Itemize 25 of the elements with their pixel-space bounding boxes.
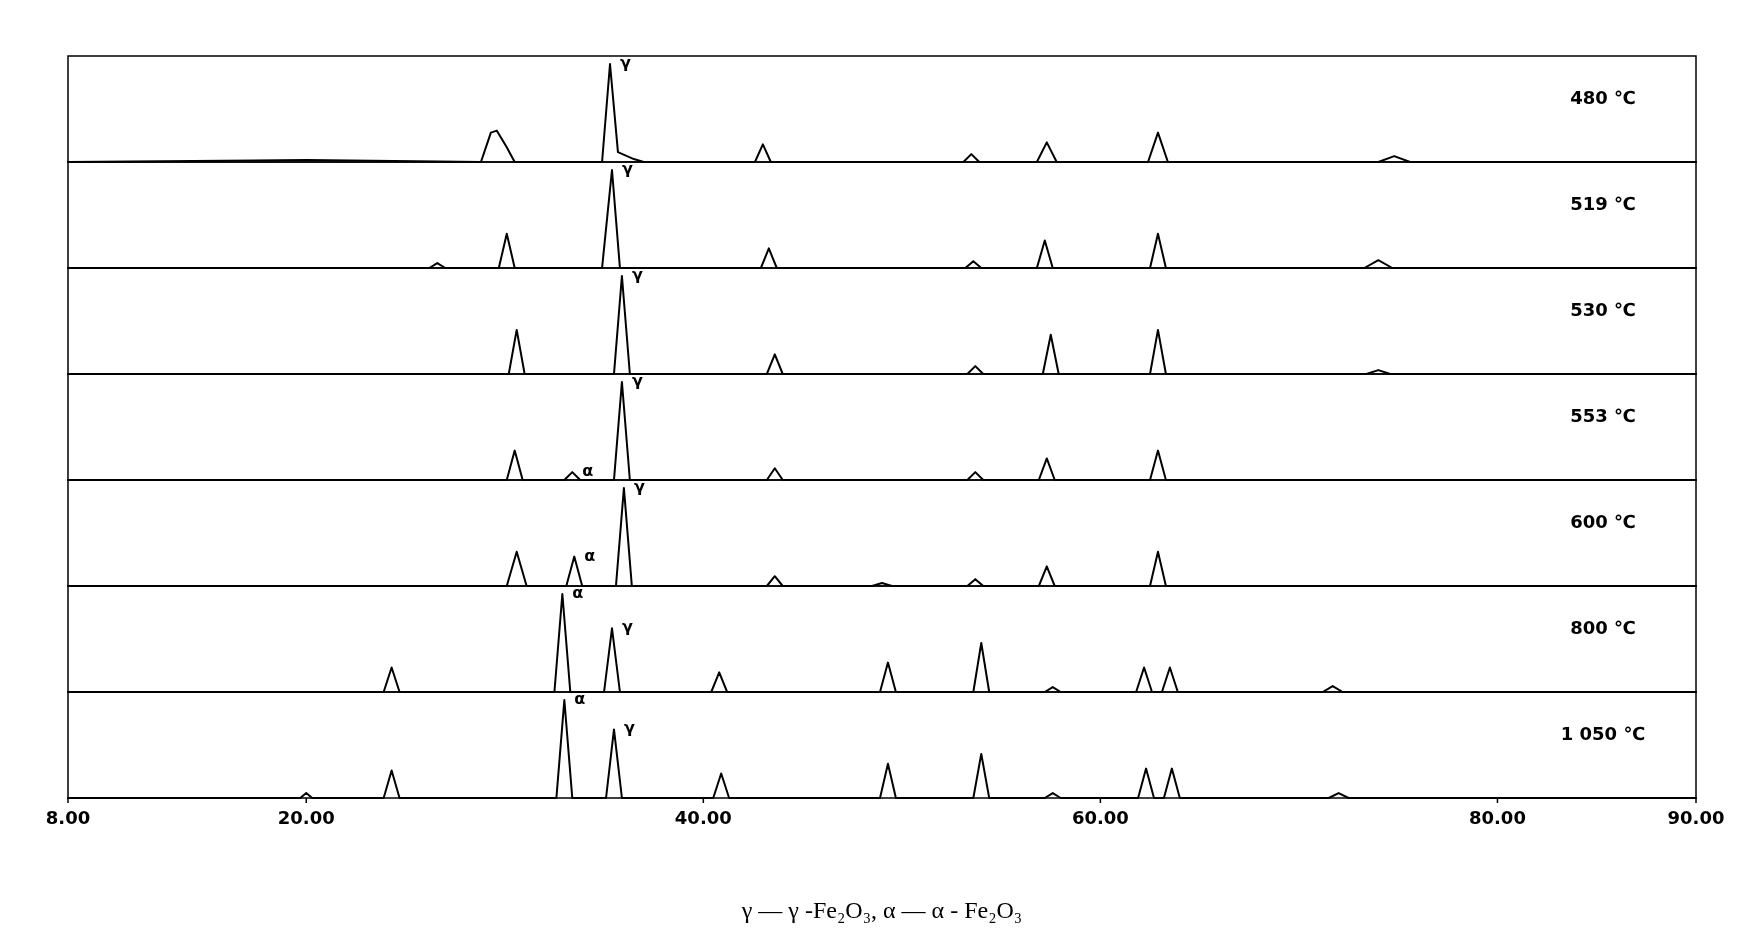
x-tick-label: 40.00 xyxy=(674,807,732,828)
annotation: 553 ℃ xyxy=(1570,404,1636,426)
annotation: 800 ℃ xyxy=(1570,616,1636,638)
annotation: γ xyxy=(623,718,635,738)
annotation: γ xyxy=(631,265,643,284)
x-tick-label: 80.00 xyxy=(1468,807,1526,828)
annotation: 530 ℃ xyxy=(1570,298,1636,320)
annotation: α xyxy=(572,583,584,602)
annotation: α xyxy=(584,545,596,565)
x-tick-label: 60.00 xyxy=(1071,807,1129,828)
text: γ — γ -Fe₂O₃, α — α - Fe₂O₃ xyxy=(740,897,1023,923)
x-tick-label: 20.00 xyxy=(277,807,335,828)
annotation: α xyxy=(574,689,586,708)
annotation: 519 ℃ xyxy=(1570,192,1636,214)
annotation: α xyxy=(582,461,594,481)
annotation: 600 ℃ xyxy=(1570,510,1636,532)
x-tick-label: 8.00 xyxy=(45,807,91,828)
annotation: γ xyxy=(621,159,633,178)
annotation: γ xyxy=(620,53,631,72)
x-tick-label: 90.00 xyxy=(1667,807,1725,828)
annotation: γ xyxy=(631,371,643,390)
annotation: 1 050 ℃ xyxy=(1560,722,1646,744)
annotation: γ xyxy=(633,477,645,496)
annotation: 480 ℃ xyxy=(1570,86,1636,108)
annotation: γ xyxy=(621,617,633,637)
